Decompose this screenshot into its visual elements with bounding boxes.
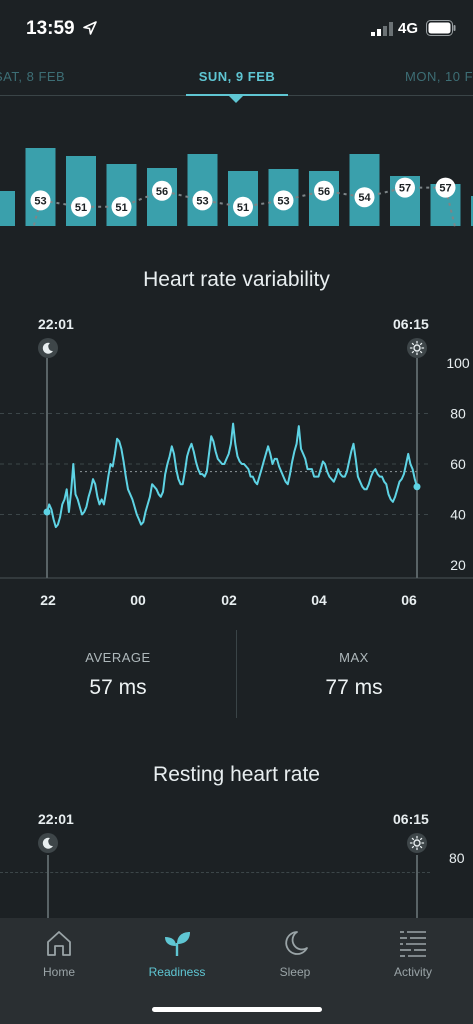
tab-home[interactable]: Home xyxy=(0,918,118,988)
home-indicator[interactable] xyxy=(152,1007,322,1012)
data-point xyxy=(71,196,91,217)
data-point-label: 57 xyxy=(439,183,451,195)
moon-icon xyxy=(38,338,58,358)
max-value: 77 ms xyxy=(325,676,383,699)
bar xyxy=(471,196,473,226)
hrv-line-chart[interactable]: 100 80 60 40 20 xyxy=(0,340,473,610)
rhr-end-time: 06:15 xyxy=(393,811,429,827)
sprout-icon xyxy=(165,932,190,956)
data-point-label: 54 xyxy=(358,192,371,204)
home-icon xyxy=(47,931,71,956)
data-point xyxy=(435,177,456,198)
tab-sleep[interactable]: Sleep xyxy=(236,918,354,988)
y-tick-label: 40 xyxy=(450,507,466,523)
network-type: 4G xyxy=(398,20,419,37)
bar xyxy=(0,191,15,226)
data-point xyxy=(395,177,415,198)
tab-activity-label: Activity xyxy=(393,965,432,979)
battery-icon xyxy=(426,20,456,36)
bar xyxy=(187,154,218,226)
tab-activity[interactable]: Activity xyxy=(354,918,472,988)
rhr-gridline xyxy=(0,872,430,873)
rhr-y-tick: 80 xyxy=(449,850,465,866)
rhr-start-time: 22:01 xyxy=(38,811,74,827)
data-point-label: 53 xyxy=(277,195,289,207)
y-tick-label: 60 xyxy=(450,456,466,472)
max-label: MAX xyxy=(339,650,369,665)
date-navigation: SAT, 8 FEB SUN, 9 FEB MON, 10 F xyxy=(0,60,473,103)
hrv-stats: AVERAGE 57 ms MAX 77 ms xyxy=(0,630,473,720)
average-label: AVERAGE xyxy=(85,650,151,665)
x-tick-label: 00 xyxy=(130,592,146,608)
status-time: 13:59 xyxy=(26,18,75,39)
bar xyxy=(25,148,56,226)
series-end-point xyxy=(413,483,421,491)
y-tick-label: 20 xyxy=(450,557,466,573)
data-point xyxy=(354,187,375,208)
rhr-end-marker-line xyxy=(416,855,418,918)
hrv-start-time: 22:01 xyxy=(38,316,74,332)
tab-home-label: Home xyxy=(42,965,75,979)
data-point xyxy=(314,180,334,201)
data-point-label: 57 xyxy=(399,183,411,195)
data-point-label: 51 xyxy=(237,202,249,214)
x-tick-label: 04 xyxy=(311,592,327,608)
x-tick-label: 06 xyxy=(401,592,417,608)
average-value: 57 ms xyxy=(89,676,147,699)
location-arrow-icon xyxy=(83,21,97,35)
data-point-label: 56 xyxy=(156,186,168,198)
status-bar: 13:59 4G xyxy=(0,0,473,60)
hrv-end-time: 06:15 xyxy=(393,316,429,332)
activity-icon xyxy=(400,931,426,957)
x-tick-label: 02 xyxy=(221,592,237,608)
sun-icon xyxy=(407,338,427,358)
hrv-title: Heart rate variability xyxy=(143,268,330,291)
sun-icon xyxy=(407,833,427,853)
date-selected-underline xyxy=(186,94,288,96)
series-start-point xyxy=(43,508,51,516)
date-selected-caret xyxy=(229,96,243,103)
stats-divider xyxy=(236,630,237,718)
data-point xyxy=(273,190,294,211)
y-tick-label: 100 xyxy=(446,355,470,371)
tab-readiness[interactable]: Readiness xyxy=(118,918,236,988)
rhr-title: Resting heart rate xyxy=(153,763,320,786)
tab-sleep-label: Sleep xyxy=(279,965,311,979)
data-point xyxy=(192,190,213,211)
hrv-series-line xyxy=(46,422,418,529)
data-point-label: 53 xyxy=(196,195,208,207)
data-point xyxy=(233,196,253,217)
cell-signal-icon xyxy=(371,22,393,36)
data-point-label: 51 xyxy=(75,202,87,214)
tab-readiness-label: Readiness xyxy=(148,965,206,979)
readiness-bar-chart[interactable]: 553515156535153565457575 xyxy=(0,98,473,228)
date-current[interactable]: SUN, 9 FEB xyxy=(198,69,276,84)
data-point xyxy=(30,190,51,211)
y-tick-label: 80 xyxy=(450,406,466,422)
rhr-start-marker-line xyxy=(47,855,49,918)
data-point-label: 53 xyxy=(34,195,46,207)
x-tick-label: 22 xyxy=(40,592,56,608)
tab-bar: Home Readiness Sleep Activity xyxy=(0,918,473,1024)
date-next[interactable]: MON, 10 F xyxy=(405,69,473,84)
data-point-label: 51 xyxy=(115,202,127,214)
moon-icon xyxy=(38,833,58,853)
date-previous[interactable]: SAT, 8 FEB xyxy=(0,69,66,84)
data-point xyxy=(111,196,132,217)
moon-icon xyxy=(285,931,308,955)
data-point xyxy=(152,180,172,201)
data-point-label: 56 xyxy=(318,186,330,198)
